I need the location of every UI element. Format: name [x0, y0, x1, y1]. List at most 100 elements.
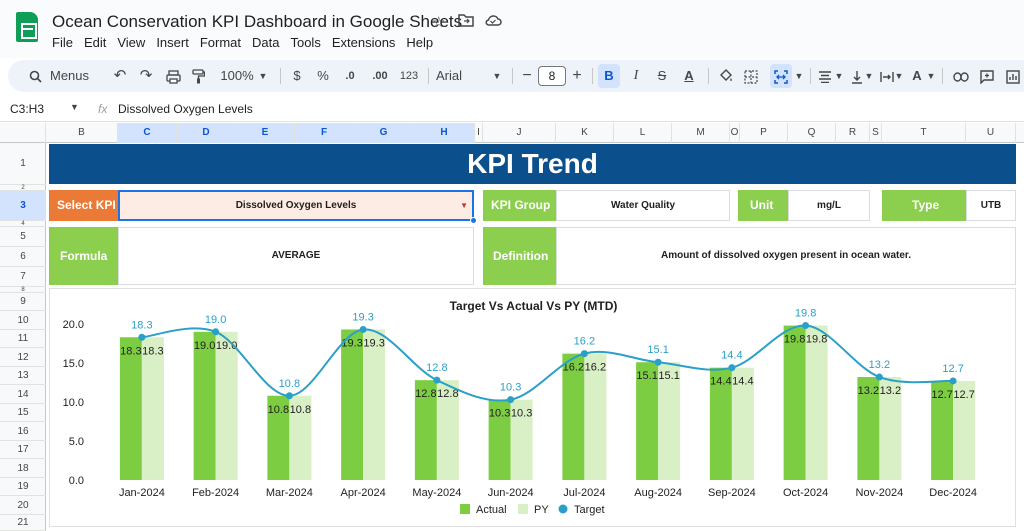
move-folder-icon[interactable] — [458, 13, 474, 31]
italic-button[interactable]: I — [633, 68, 639, 83]
row-header[interactable]: 19 — [0, 478, 46, 496]
kpi-group-value[interactable]: Water Quality — [556, 190, 730, 221]
menu-data[interactable]: Data — [252, 35, 280, 50]
percent-format-button[interactable]: % — [317, 68, 329, 83]
menu-edit[interactable]: Edit — [83, 35, 107, 50]
menu-tools[interactable]: Tools — [290, 35, 321, 50]
row-header[interactable]: 10 — [0, 311, 46, 330]
formula-value[interactable]: AVERAGE — [118, 227, 474, 285]
column-header-f[interactable]: F — [295, 123, 354, 143]
menu-view[interactable]: View — [117, 35, 146, 50]
row-header[interactable]: 16 — [0, 422, 46, 441]
cloud-status-icon[interactable] — [484, 13, 502, 31]
undo-icon[interactable]: ↶ — [113, 67, 127, 84]
row-header[interactable]: 5 — [0, 227, 46, 247]
column-header-h[interactable]: H — [414, 123, 475, 143]
column-header-q[interactable]: Q — [788, 123, 836, 143]
text-rotation-icon[interactable]: A — [912, 68, 922, 83]
row-header[interactable]: 4 — [0, 221, 46, 227]
rotation-chevron-down-icon[interactable]: ▼ — [926, 71, 936, 81]
valign-chevron-down-icon[interactable]: ▼ — [864, 71, 874, 81]
menu-extensions[interactable]: Extensions — [331, 35, 396, 50]
strikethrough-button[interactable]: S — [657, 68, 667, 83]
column-header-c[interactable]: C — [118, 123, 177, 143]
borders-icon[interactable] — [742, 60, 760, 92]
merge-chevron-down-icon[interactable]: ▼ — [794, 71, 804, 81]
insert-comment-icon[interactable] — [978, 60, 996, 92]
font-select[interactable]: Arial — [436, 68, 463, 83]
type-value[interactable]: UTB — [966, 190, 1016, 221]
row-header[interactable]: 15 — [0, 404, 46, 422]
menu-insert[interactable]: Insert — [156, 35, 189, 50]
decrease-decimal-button[interactable]: .0 — [345, 70, 355, 82]
text-color-button[interactable]: A — [684, 68, 694, 83]
row-header[interactable]: 12 — [0, 348, 46, 367]
row-header[interactable]: 18 — [0, 459, 46, 478]
select-all-corner[interactable] — [0, 123, 46, 143]
select-kpi-dropdown[interactable]: Dissolved Oxygen Levels ▼ — [118, 190, 474, 221]
text-wrapping-icon[interactable] — [878, 60, 896, 92]
font-size-plus-button[interactable]: + — [572, 67, 582, 84]
row-header[interactable]: 2 — [0, 185, 46, 191]
row-header[interactable]: 14 — [0, 385, 46, 404]
star-icon[interactable]: ☆ — [432, 14, 446, 31]
redo-icon[interactable]: ↷ — [139, 67, 153, 84]
sheets-logo-icon[interactable] — [16, 12, 38, 42]
document-title[interactable]: Ocean Conservation KPI Dashboard in Goog… — [52, 12, 463, 31]
column-header-b[interactable]: B — [46, 123, 118, 143]
row-header[interactable]: 3 — [0, 191, 46, 221]
zoom-select[interactable]: 100% — [220, 68, 254, 83]
merge-cells-icon[interactable] — [770, 64, 792, 88]
row-header[interactable]: 9 — [0, 293, 46, 311]
font-chevron-down-icon[interactable]: ▼ — [492, 71, 502, 81]
currency-format-button[interactable]: $ — [293, 68, 301, 83]
selection-fill-handle[interactable] — [470, 217, 477, 224]
column-header-u[interactable]: U — [966, 123, 1016, 143]
paint-format-icon[interactable] — [190, 60, 206, 92]
more-formats-button[interactable]: 123 — [399, 70, 419, 82]
wrap-chevron-down-icon[interactable]: ▼ — [894, 71, 904, 81]
row-header[interactable]: 11 — [0, 330, 46, 348]
column-header-s[interactable]: S — [870, 123, 882, 143]
row-header[interactable]: 6 — [0, 247, 46, 267]
menu-format[interactable]: Format — [199, 35, 241, 50]
row-header[interactable]: 21 — [0, 515, 46, 531]
font-size-minus-button[interactable]: − — [522, 67, 532, 84]
print-icon[interactable] — [164, 60, 182, 92]
column-header-g[interactable]: G — [354, 123, 414, 143]
search-menus-icon[interactable] — [28, 60, 42, 92]
insert-chart-icon[interactable] — [1004, 60, 1022, 92]
insert-link-icon[interactable] — [952, 60, 970, 92]
unit-value[interactable]: mg/L — [788, 190, 870, 221]
column-header-m[interactable]: M — [672, 123, 730, 143]
kpi-trend-chart[interactable]: Target Vs Actual Vs PY (MTD) 0.0 5.0 10.0 15… — [49, 288, 1016, 527]
column-header-r[interactable]: R — [836, 123, 870, 143]
font-size-input[interactable]: 8 — [538, 66, 566, 86]
bold-button[interactable]: B — [598, 64, 620, 88]
row-header[interactable]: 20 — [0, 496, 46, 515]
zoom-chevron-down-icon[interactable]: ▼ — [258, 71, 268, 81]
column-header-t[interactable]: T — [882, 123, 966, 143]
definition-value[interactable]: Amount of dissolved oxygen present in oc… — [556, 227, 1016, 285]
name-box[interactable]: C3:H3 — [10, 102, 45, 116]
name-box-chevron-down-icon[interactable]: ▼ — [70, 102, 79, 112]
align-chevron-down-icon[interactable]: ▼ — [834, 71, 844, 81]
column-header-k[interactable]: K — [556, 123, 614, 143]
menu-help[interactable]: Help — [406, 35, 434, 50]
formula-input[interactable]: Dissolved Oxygen Levels — [118, 102, 253, 116]
column-header-o[interactable]: O — [730, 123, 740, 143]
dropdown-chevron-down-icon[interactable]: ▼ — [460, 201, 468, 210]
column-header-p[interactable]: P — [740, 123, 788, 143]
row-header[interactable]: 13 — [0, 367, 46, 385]
horizontal-align-icon[interactable] — [816, 60, 834, 92]
column-header-e[interactable]: E — [236, 123, 295, 143]
row-header[interactable]: 1 — [0, 143, 46, 185]
vertical-align-icon[interactable] — [848, 60, 866, 92]
increase-decimal-button[interactable]: .00 — [372, 70, 388, 82]
menus-search-label[interactable]: Menus — [50, 68, 90, 83]
fill-color-icon[interactable] — [716, 60, 734, 92]
menu-file[interactable]: File — [52, 35, 73, 50]
row-header[interactable]: 17 — [0, 441, 46, 459]
column-header-l[interactable]: L — [614, 123, 672, 143]
column-header-d[interactable]: D — [177, 123, 236, 143]
